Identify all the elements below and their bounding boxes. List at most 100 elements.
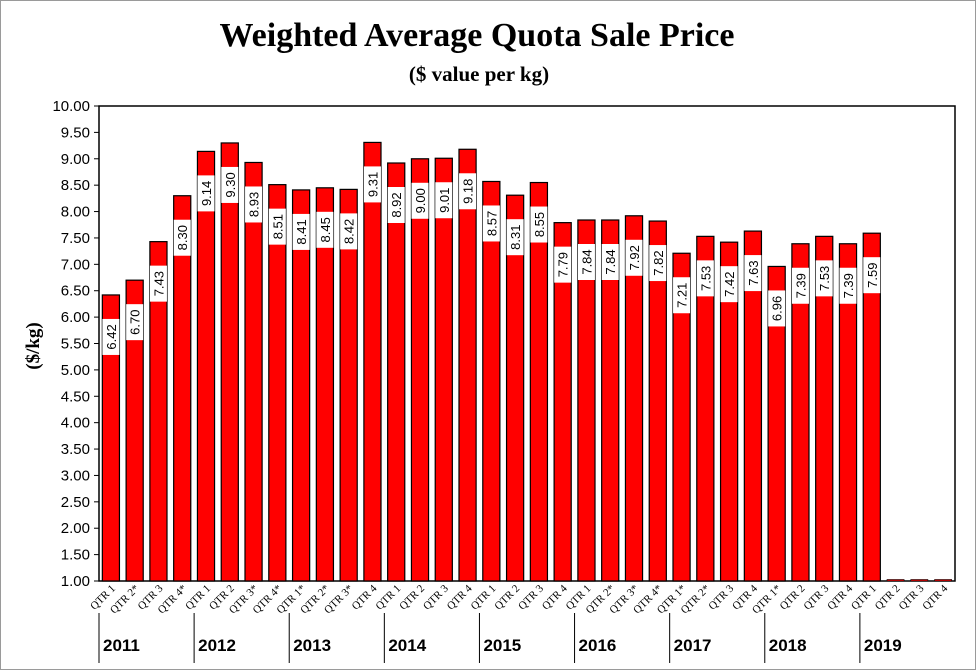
bar (767, 265, 786, 582)
data-label-bg (126, 304, 144, 341)
x-tick-label: QTR 4 (540, 582, 570, 612)
data-label: 7.21 (675, 283, 690, 308)
y-tick-label: 5.50 (61, 336, 90, 353)
y-tick-label: 9.50 (61, 124, 90, 141)
bar (434, 157, 453, 582)
x-tick-label: QTR 3 (897, 582, 927, 612)
data-label-bg (696, 260, 714, 297)
data-label: 8.92 (389, 192, 404, 217)
data-label: 7.53 (817, 266, 832, 291)
y-tick-label: 6.50 (61, 283, 90, 300)
y-axis-label: ($/kg) (23, 322, 44, 370)
year-label: 2015 (483, 636, 521, 655)
bar (315, 187, 335, 582)
data-label: 7.39 (793, 273, 808, 298)
data-label-bg (411, 182, 429, 219)
data-label-bg (839, 267, 857, 304)
x-tick-label: QTR 4 (350, 582, 380, 612)
data-label: 8.93 (247, 192, 262, 217)
data-label: 7.79 (556, 252, 571, 277)
data-label: 7.84 (603, 249, 618, 274)
bar (791, 243, 810, 582)
data-label: 8.30 (175, 225, 190, 250)
year-label: 2012 (198, 636, 236, 655)
data-label: 7.42 (722, 272, 737, 297)
bar (173, 195, 192, 582)
bar (648, 220, 667, 582)
x-tick-label: QTR 1 (469, 583, 499, 613)
bar (125, 279, 144, 582)
data-label-bg (720, 266, 738, 303)
year-label: 2011 (103, 636, 140, 655)
bar (101, 294, 121, 582)
data-label: 7.84 (579, 249, 594, 274)
bar (410, 158, 430, 582)
y-tick-label: 2.50 (61, 494, 90, 511)
data-label: 8.42 (342, 219, 357, 244)
y-tick-label: 3.00 (61, 467, 90, 484)
y-tick-label: 5.00 (61, 362, 90, 379)
bar (862, 232, 881, 582)
data-label: 8.51 (270, 214, 285, 239)
data-label-bg (340, 213, 358, 250)
bar (387, 162, 406, 582)
data-label-bg (601, 244, 619, 280)
bar (149, 241, 168, 582)
data-label: 8.31 (508, 225, 523, 250)
bar (672, 252, 691, 582)
y-tick-label: 4.00 (61, 415, 90, 432)
data-label-bg (863, 257, 881, 294)
bar (244, 161, 263, 582)
data-label: 7.63 (746, 260, 761, 285)
x-tick-label: QTR 2 (397, 583, 427, 613)
y-tick-label: 1.50 (61, 547, 90, 564)
bar (458, 148, 477, 582)
chart-title: Weighted Average Quota Sale Price (220, 17, 735, 54)
data-label-bg (649, 245, 667, 282)
year-label: 2014 (388, 636, 426, 655)
bar (196, 150, 216, 582)
data-label: 8.45 (318, 217, 333, 242)
y-tick-label: 8.50 (61, 177, 90, 194)
data-label-bg (387, 187, 405, 223)
data-label: 9.01 (437, 188, 452, 213)
data-label-bg (554, 246, 572, 283)
x-tick-label: QTR 1 (849, 583, 879, 613)
data-label: 7.43 (151, 271, 166, 296)
data-label-bg (815, 260, 833, 297)
data-label: 9.14 (199, 181, 214, 206)
bar (577, 219, 596, 582)
bar (505, 194, 525, 582)
bar (815, 235, 834, 582)
x-tick-label: QTR 4 (445, 582, 475, 612)
x-tick-label: QTR 4 (825, 582, 855, 612)
y-tick-label: 8.00 (61, 204, 90, 221)
data-label-bg (530, 206, 548, 243)
bar-empty (910, 579, 929, 582)
data-label: 9.00 (413, 188, 428, 213)
data-label-bg (744, 255, 762, 292)
data-label: 8.55 (532, 212, 547, 237)
data-label-bg (245, 186, 263, 223)
bar (838, 243, 858, 582)
data-label-bg (221, 166, 239, 203)
data-label-bg (577, 244, 595, 280)
data-label: 8.57 (484, 211, 499, 236)
x-tick-label: QTR 1 (183, 583, 213, 613)
bar (696, 235, 715, 582)
data-label: 7.92 (627, 245, 642, 270)
data-label-bg (173, 219, 191, 256)
bar-empty (886, 579, 905, 582)
y-tick-label: 7.00 (61, 256, 90, 273)
data-label: 6.70 (128, 310, 143, 335)
data-label-bg (768, 290, 786, 327)
data-label-bg (149, 265, 167, 302)
data-label-bg (435, 182, 453, 219)
year-label: 2018 (769, 636, 807, 655)
year-label: 2013 (293, 636, 331, 655)
y-tick-label: 7.50 (61, 230, 90, 247)
data-label: 9.18 (461, 179, 476, 204)
x-tick-label: QTR 3 (706, 582, 736, 612)
x-tick-label: QTR 2 (873, 583, 903, 613)
data-label: 7.82 (651, 250, 666, 275)
